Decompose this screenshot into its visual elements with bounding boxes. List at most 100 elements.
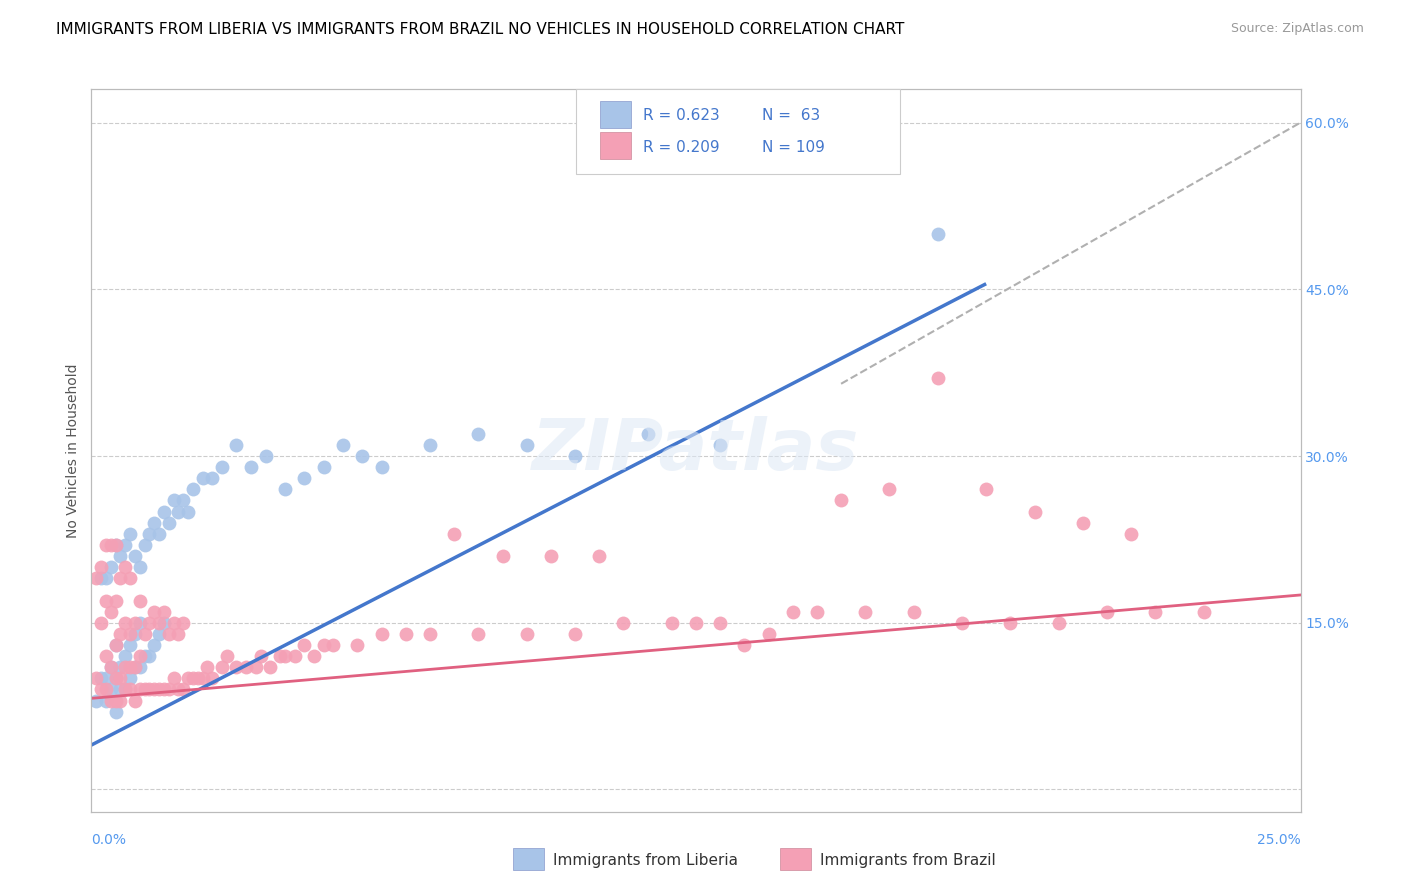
Point — [110, 671, 132, 685]
Point — [927, 371, 949, 385]
Point — [143, 516, 166, 530]
Point — [100, 605, 122, 619]
Point — [197, 660, 219, 674]
Point — [110, 549, 132, 563]
Point — [879, 483, 901, 497]
Point — [94, 649, 117, 664]
Point — [853, 605, 876, 619]
Point — [283, 649, 305, 664]
Point — [94, 671, 117, 685]
Point — [211, 660, 233, 674]
Point — [104, 538, 127, 552]
Point — [153, 505, 176, 519]
Point — [782, 605, 804, 619]
Point — [370, 627, 392, 641]
Point — [104, 671, 127, 685]
Point — [467, 627, 489, 641]
Point — [467, 426, 489, 441]
Point — [259, 660, 281, 674]
Point — [153, 605, 176, 619]
Point — [249, 649, 271, 664]
Point — [100, 660, 122, 674]
Point — [274, 483, 297, 497]
Point — [1000, 615, 1022, 630]
Point — [138, 649, 160, 664]
Text: Immigrants from Liberia: Immigrants from Liberia — [553, 854, 738, 868]
Point — [128, 649, 150, 664]
Point — [104, 538, 127, 552]
Text: N = 109: N = 109 — [762, 140, 825, 154]
Point — [90, 682, 112, 697]
Point — [104, 593, 127, 607]
Point — [927, 227, 949, 241]
Point — [128, 615, 150, 630]
Point — [974, 483, 997, 497]
Point — [153, 615, 176, 630]
Point — [110, 627, 132, 641]
Point — [104, 705, 127, 719]
Point — [110, 660, 132, 674]
Point — [685, 615, 707, 630]
Point — [167, 682, 190, 697]
Point — [90, 560, 112, 574]
Point — [709, 438, 731, 452]
Text: R = 0.623: R = 0.623 — [643, 109, 720, 123]
Point — [302, 649, 325, 664]
Point — [1095, 605, 1118, 619]
Point — [709, 615, 731, 630]
Point — [157, 627, 180, 641]
Point — [1024, 505, 1046, 519]
Point — [100, 538, 122, 552]
Point — [162, 493, 184, 508]
Point — [352, 449, 374, 463]
Point — [269, 649, 291, 664]
Point — [120, 526, 142, 541]
Point — [181, 483, 204, 497]
Point — [138, 682, 160, 697]
Point — [148, 615, 170, 630]
Point — [177, 671, 200, 685]
Point — [138, 615, 160, 630]
Text: N =  63: N = 63 — [762, 109, 820, 123]
Point — [1047, 615, 1070, 630]
Point — [292, 471, 315, 485]
Point — [516, 438, 538, 452]
Point — [1071, 516, 1094, 530]
Point — [124, 615, 146, 630]
Point — [332, 438, 354, 452]
Point — [564, 449, 586, 463]
Point — [148, 526, 170, 541]
Point — [94, 693, 117, 707]
Point — [114, 682, 136, 697]
Point — [612, 615, 634, 630]
Point — [1144, 605, 1167, 619]
Point — [187, 671, 209, 685]
Point — [90, 615, 112, 630]
Point — [733, 638, 755, 652]
Point — [120, 682, 142, 697]
Point — [225, 438, 247, 452]
Point — [90, 671, 112, 685]
Point — [245, 660, 267, 674]
Point — [419, 438, 441, 452]
Point — [128, 560, 150, 574]
Point — [661, 615, 683, 630]
Point — [114, 682, 136, 697]
Point — [104, 693, 127, 707]
Y-axis label: No Vehicles in Household: No Vehicles in Household — [66, 363, 80, 538]
Point — [120, 671, 142, 685]
Point — [124, 660, 146, 674]
Point — [172, 615, 194, 630]
Point — [637, 426, 659, 441]
Point — [191, 471, 214, 485]
Point — [120, 638, 142, 652]
Point — [215, 649, 238, 664]
Point — [128, 682, 150, 697]
Point — [516, 627, 538, 641]
Point — [191, 671, 214, 685]
Point — [395, 627, 418, 641]
Point — [903, 605, 925, 619]
Point — [94, 538, 117, 552]
Point — [90, 571, 112, 585]
Point — [124, 549, 146, 563]
